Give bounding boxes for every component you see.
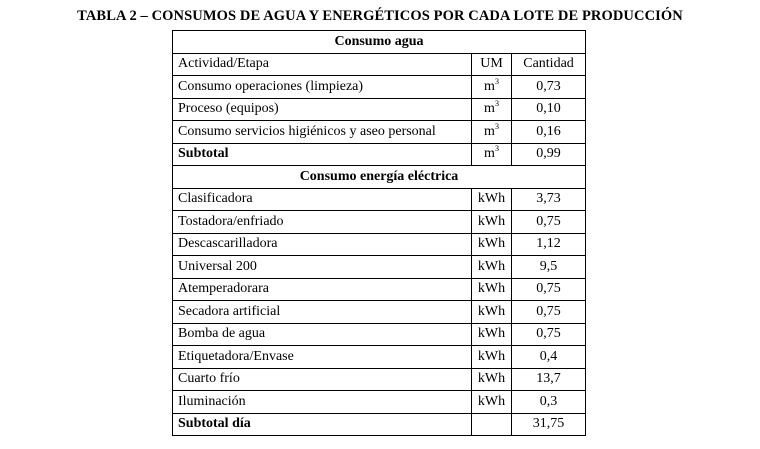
unit-cell: kWh bbox=[471, 300, 512, 324]
quantity-cell: 0,75 bbox=[510, 210, 587, 234]
unit-cell: kWh bbox=[471, 255, 512, 279]
unit-exponent: 3 bbox=[494, 121, 499, 131]
water-subtotal-row: Subtotal m3 0,99 bbox=[172, 142, 587, 166]
unit-cell: kWh bbox=[471, 390, 512, 414]
activity-cell: Consumo servicios higiénicos y aseo pers… bbox=[172, 120, 472, 144]
quantity-cell: 1,12 bbox=[510, 232, 587, 256]
quantity-cell: 13,7 bbox=[510, 367, 587, 391]
unit-cell: m3 bbox=[471, 120, 512, 144]
activity-cell: Proceso (equipos) bbox=[172, 97, 472, 121]
table-row: Iluminación kWh 0,3 bbox=[172, 390, 587, 414]
table-caption: TABLA 2 – CONSUMOS DE AGUA Y ENERGÉTICOS… bbox=[77, 8, 683, 24]
subtotal-label: Subtotal bbox=[172, 142, 472, 166]
unit-cell bbox=[471, 412, 512, 436]
header-um: UM bbox=[471, 52, 512, 76]
unit-cell: kWh bbox=[471, 322, 512, 346]
unit-cell: kWh bbox=[471, 367, 512, 391]
unit-cell: kWh bbox=[471, 345, 512, 369]
table-row: Bomba de agua kWh 0,75 bbox=[172, 322, 587, 346]
unit-exponent: 3 bbox=[494, 76, 499, 86]
activity-cell: Bomba de agua bbox=[172, 322, 472, 346]
table-row: Etiquetadora/Envase kWh 0,4 bbox=[172, 345, 587, 369]
unit-text: m bbox=[484, 101, 495, 117]
quantity-cell: 0,75 bbox=[510, 322, 587, 346]
table-row: Proceso (equipos) m3 0,10 bbox=[172, 97, 587, 121]
water-section-row: Consumo agua bbox=[171, 30, 587, 54]
quantity-cell: 9,5 bbox=[510, 255, 587, 279]
unit-cell: m3 bbox=[471, 142, 512, 166]
table-row: Clasificadora kWh 3,73 bbox=[172, 187, 587, 211]
header-quantity: Cantidad bbox=[510, 52, 587, 76]
consumption-table: Consumo agua Actividad/Etapa UM Cantidad… bbox=[171, 30, 587, 436]
unit-cell: kWh bbox=[471, 187, 512, 211]
quantity-cell: 0,73 bbox=[510, 75, 587, 99]
subtotal-value: 0,99 bbox=[510, 142, 587, 166]
quantity-cell: 3,73 bbox=[510, 187, 587, 211]
unit-cell: kWh bbox=[471, 232, 512, 256]
activity-cell: Cuarto frío bbox=[172, 367, 472, 391]
quantity-cell: 0,75 bbox=[510, 277, 587, 301]
unit-exponent: 3 bbox=[494, 99, 499, 109]
table-row: Atemperadorara kWh 0,75 bbox=[172, 277, 587, 301]
table-row: Consumo servicios higiénicos y aseo pers… bbox=[172, 120, 587, 144]
activity-cell: Secadora artificial bbox=[172, 300, 472, 324]
unit-text: m bbox=[484, 78, 495, 94]
quantity-cell: 0,4 bbox=[510, 345, 587, 369]
activity-cell: Etiquetadora/Envase bbox=[172, 345, 472, 369]
unit-exponent: 3 bbox=[494, 144, 499, 154]
table-row: Descascarilladora kWh 1,12 bbox=[172, 232, 587, 256]
quantity-cell: 0,10 bbox=[510, 97, 587, 121]
unit-cell: m3 bbox=[471, 97, 512, 121]
table-row: Secadora artificial kWh 0,75 bbox=[172, 300, 587, 324]
unit-text: m bbox=[484, 123, 495, 139]
activity-cell: Universal 200 bbox=[172, 255, 472, 279]
water-section-title: Consumo agua bbox=[171, 30, 587, 54]
column-header-row: Actividad/Etapa UM Cantidad bbox=[172, 52, 587, 76]
activity-cell: Descascarilladora bbox=[172, 232, 472, 256]
unit-cell: m3 bbox=[471, 75, 512, 99]
subtotal-label: Subtotal día bbox=[172, 412, 472, 436]
unit-text: m bbox=[484, 146, 495, 162]
header-activity: Actividad/Etapa bbox=[172, 52, 472, 76]
activity-cell: Iluminación bbox=[172, 390, 472, 414]
table-row: Tostadora/enfriado kWh 0,75 bbox=[172, 210, 587, 234]
quantity-cell: 0,3 bbox=[510, 390, 587, 414]
unit-cell: kWh bbox=[471, 277, 512, 301]
energy-subtotal-row: Subtotal día 31,75 bbox=[172, 412, 587, 436]
energy-section-title: Consumo energía eléctrica bbox=[171, 165, 587, 189]
quantity-cell: 0,16 bbox=[510, 120, 587, 144]
activity-cell: Atemperadorara bbox=[172, 277, 472, 301]
quantity-cell: 0,75 bbox=[510, 300, 587, 324]
activity-cell: Clasificadora bbox=[172, 187, 472, 211]
subtotal-value: 31,75 bbox=[510, 412, 587, 436]
table-row: Consumo operaciones (limpieza) m3 0,73 bbox=[172, 75, 587, 99]
table-row: Cuarto frío kWh 13,7 bbox=[172, 367, 587, 391]
activity-cell: Consumo operaciones (limpieza) bbox=[172, 75, 472, 99]
table-row: Universal 200 kWh 9,5 bbox=[172, 255, 587, 279]
activity-cell: Tostadora/enfriado bbox=[172, 210, 472, 234]
energy-section-row: Consumo energía eléctrica bbox=[171, 165, 587, 189]
unit-cell: kWh bbox=[471, 210, 512, 234]
